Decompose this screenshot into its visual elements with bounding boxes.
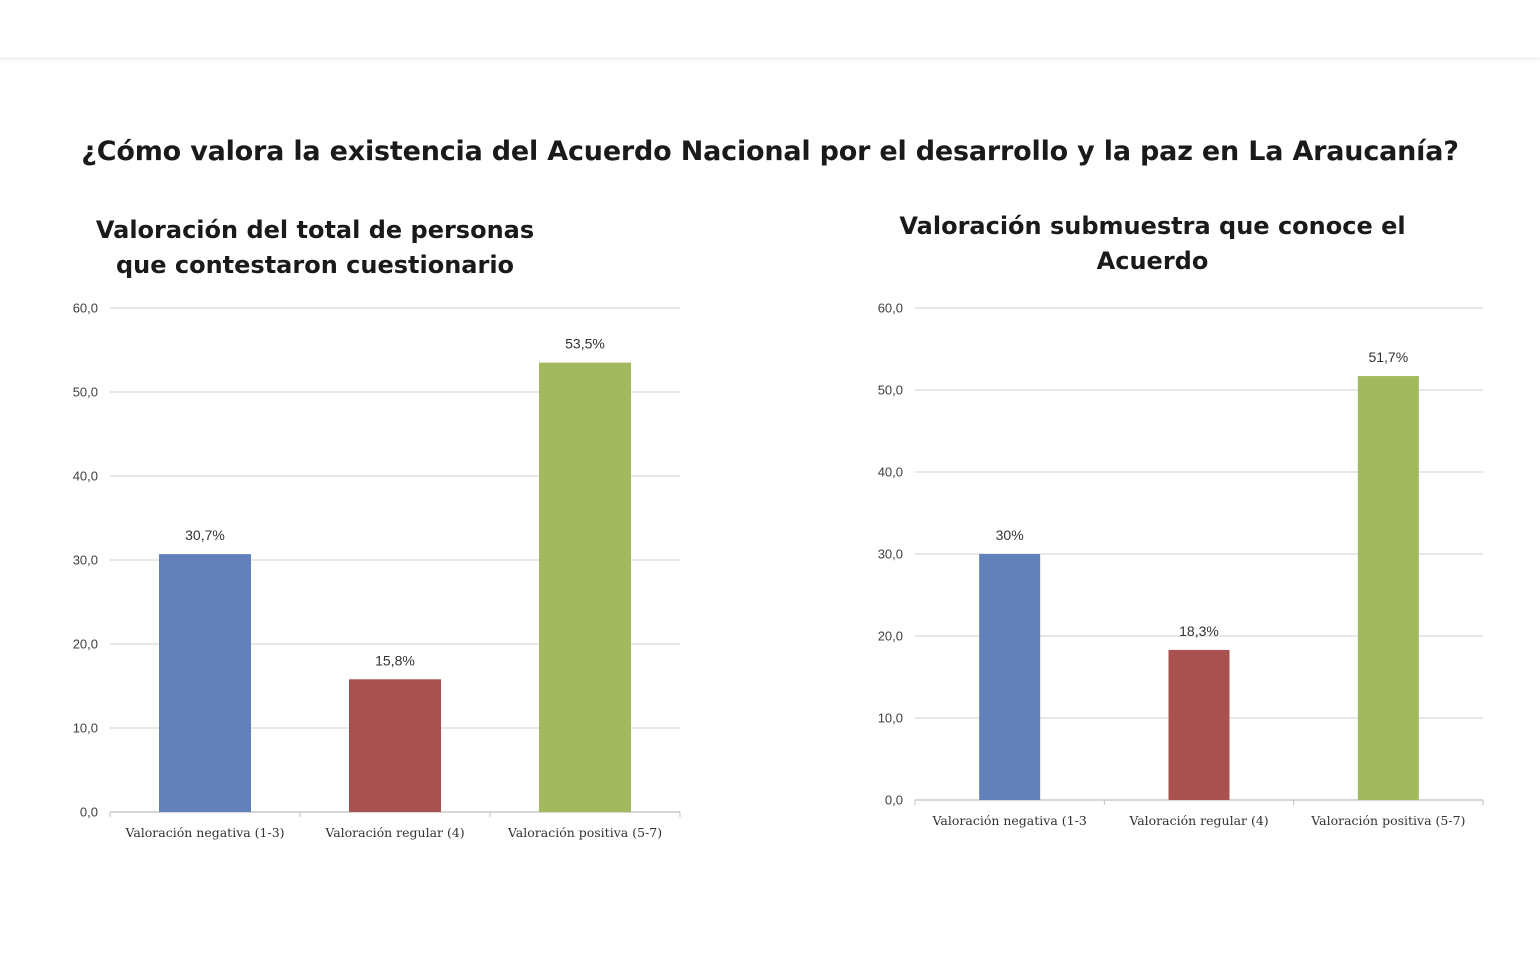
- submuestra-y-tick-label: 60,0: [878, 301, 903, 316]
- chart-title-submuestra: Valoración submuestra que conoce el Acue…: [899, 212, 1406, 275]
- total-bar-3: [539, 362, 631, 812]
- total-y-tick-label: 40,0: [73, 469, 98, 484]
- total-data-label-2: 15,8%: [375, 652, 415, 668]
- submuestra-y-tick-label: 30,0: [878, 547, 903, 562]
- total-data-label-3: 53,5%: [565, 336, 605, 352]
- total-bar-2: [349, 679, 441, 812]
- top-bar: [0, 0, 1540, 59]
- total-category-label-1: Valoración negativa (1-3): [124, 825, 284, 840]
- total-y-tick-label: 30,0: [73, 553, 98, 568]
- total-y-tick-label: 50,0: [73, 385, 98, 400]
- total-category-label-2: Valoración regular (4): [324, 825, 464, 840]
- submuestra-y-tick-label: 50,0: [878, 383, 903, 398]
- page-title: ¿Cómo valora la existencia del Acuerdo N…: [81, 136, 1459, 167]
- chart-title-total: Valoración del total de personas que con…: [95, 216, 535, 279]
- submuestra-y-tick-label: 20,0: [878, 629, 903, 644]
- submuestra-y-tick-label: 0,0: [885, 793, 903, 808]
- total-bar-1: [159, 554, 251, 812]
- total-y-tick-label: 60,0: [73, 301, 98, 316]
- total-y-tick-label: 10,0: [73, 721, 98, 736]
- submuestra-category-label-3: Valoración positiva (5-7): [1310, 813, 1465, 828]
- submuestra-bar-3: [1357, 376, 1419, 800]
- total-y-tick-label: 0,0: [80, 805, 98, 820]
- submuestra-bar-1: [979, 554, 1041, 800]
- total-data-label-1: 30,7%: [185, 527, 225, 543]
- submuestra-data-label-3: 51,7%: [1368, 349, 1408, 365]
- submuestra-category-label-1: Valoración negativa (1-3: [932, 813, 1087, 828]
- total-category-label-3: Valoración positiva (5-7): [507, 825, 662, 840]
- submuestra-bar-2: [1168, 649, 1230, 800]
- submuestra-data-label-2: 18,3%: [1179, 623, 1219, 639]
- submuestra-data-label-1: 30%: [996, 527, 1024, 543]
- submuestra-category-label-2: Valoración regular (4): [1128, 813, 1268, 828]
- submuestra-y-tick-label: 10,0: [878, 711, 903, 726]
- submuestra-y-tick-label: 40,0: [878, 465, 903, 480]
- total-y-tick-label: 20,0: [73, 637, 98, 652]
